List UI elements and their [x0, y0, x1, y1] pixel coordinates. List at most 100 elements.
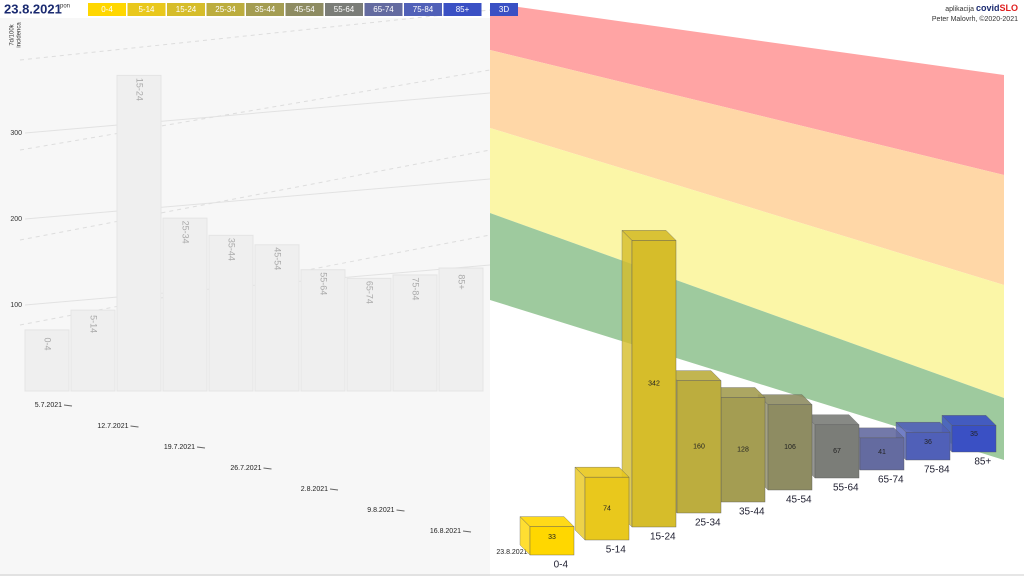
- max-bar: [24, 329, 70, 392]
- value-label: 67: [833, 448, 841, 455]
- value-label: 41: [878, 449, 886, 456]
- max-bar-label: 45-54: [273, 247, 283, 270]
- max-bar-label: 15-24: [135, 78, 145, 101]
- value-label: 160: [693, 444, 705, 451]
- value-label: 128: [737, 447, 749, 454]
- y-label: 7d/100k: [10, 23, 16, 45]
- credit-prefix: aplikacija: [945, 6, 974, 13]
- max-bar-label: 75-84: [411, 277, 421, 300]
- brand-a: covid: [976, 3, 1000, 13]
- age-button[interactable]: [206, 3, 245, 16]
- category-label: 5-14: [606, 545, 626, 556]
- band-red: [490, 3, 1004, 175]
- max-bar: [70, 309, 116, 392]
- max-bar: [116, 74, 162, 392]
- bar: [676, 380, 722, 514]
- date-tick: [462, 530, 472, 533]
- category-label: 55-64: [833, 483, 859, 494]
- category-label: 25-34: [695, 518, 721, 529]
- age-button-label[interactable]: 45-54: [294, 5, 315, 14]
- max-bar: [162, 217, 208, 392]
- value-label: 36: [924, 439, 932, 446]
- category-label: 15-24: [650, 532, 676, 543]
- band-yellow: [490, 128, 1004, 398]
- dashed-guides: [19, 9, 491, 326]
- y-tick-label: 200: [10, 216, 22, 223]
- view-button[interactable]: [490, 3, 518, 16]
- guide: [19, 9, 491, 61]
- age-button-label[interactable]: 55-64: [334, 5, 355, 14]
- max-bar: [254, 244, 300, 392]
- bar: [859, 437, 905, 471]
- bar: [951, 425, 997, 453]
- date-label: 12.7.2021: [97, 423, 128, 430]
- date-tick: [329, 488, 339, 491]
- max-bar: [208, 234, 254, 392]
- age-button[interactable]: [167, 3, 205, 16]
- band-green: [490, 213, 1004, 460]
- date-label: 9.8.2021: [367, 507, 394, 514]
- age-button-label[interactable]: 5-14: [138, 5, 155, 14]
- bar: [720, 397, 766, 503]
- value-label: 33: [548, 534, 556, 541]
- max-bar-label: 65-74: [365, 281, 375, 304]
- author: Peter Malovrh, ©2020-2021: [932, 15, 1018, 23]
- age-button[interactable]: [285, 3, 324, 16]
- age-button[interactable]: [443, 3, 482, 16]
- category-label: 85+: [974, 457, 991, 468]
- max-bar-label: 0-4: [43, 337, 53, 350]
- age-button-label[interactable]: 35-44: [255, 5, 276, 14]
- bar: [631, 240, 677, 528]
- date-tick: [63, 404, 73, 407]
- age-button[interactable]: [88, 3, 126, 16]
- category-label: 35-44: [739, 507, 765, 518]
- view-button-label[interactable]: 3D: [499, 5, 509, 14]
- category-label: 75-84: [924, 465, 950, 476]
- age-button-label[interactable]: 15-24: [176, 5, 197, 14]
- brand-b: SLO: [999, 3, 1018, 13]
- y-label: incidenca: [17, 22, 23, 48]
- band-orange: [490, 50, 1004, 285]
- max-bar-label: 25-34: [181, 221, 191, 244]
- age-button[interactable]: [364, 3, 403, 16]
- max-bar-label: 85+: [457, 274, 467, 289]
- category-label: 45-54: [786, 495, 812, 506]
- bar: [767, 404, 813, 491]
- date-label: 26.7.2021: [230, 465, 261, 472]
- age-button-label[interactable]: 75-84: [413, 5, 434, 14]
- age-buttons: 0-4 5-14 15-24 25-34 35-44 45-54 55-64 65-74 75-…: [88, 3, 482, 16]
- max-bar: [300, 269, 346, 392]
- date-tick: [196, 446, 206, 449]
- date-label: 16.8.2021: [430, 528, 461, 535]
- age-button[interactable]: [325, 3, 363, 16]
- threshold-bands: [490, 3, 1004, 460]
- grid-line: [24, 92, 491, 134]
- bar: [905, 432, 951, 461]
- age-button-label[interactable]: 0-4: [101, 5, 113, 14]
- max-bar-label: 35-44: [227, 238, 237, 261]
- value-label: 35: [970, 431, 978, 438]
- weekday: pon: [60, 4, 70, 10]
- bar: [814, 424, 860, 479]
- grid-line: [24, 178, 491, 220]
- max-bar-label: 5-14: [89, 315, 99, 333]
- age-button-label[interactable]: 65-74: [373, 5, 394, 14]
- y-tick-label: 300: [10, 130, 22, 137]
- age-button[interactable]: [404, 3, 442, 16]
- age-button-label[interactable]: 85+: [456, 5, 470, 14]
- bar: [584, 476, 630, 541]
- value-label: 342: [648, 381, 660, 388]
- date-tick: [130, 425, 139, 428]
- credit: aplikacija covidSLO: [945, 3, 1018, 13]
- date: 23.8.2021: [4, 1, 62, 16]
- max-bar: [392, 274, 438, 392]
- value-label: 106: [784, 444, 796, 451]
- y-tick-label: 100: [10, 302, 22, 309]
- category-label: 0-4: [554, 560, 569, 571]
- age-button[interactable]: [127, 3, 166, 16]
- age-button[interactable]: [246, 3, 284, 16]
- date-label: 5.7.2021: [35, 402, 62, 409]
- max-bar: [438, 267, 484, 392]
- date-label: 23.8.2021: [496, 549, 527, 556]
- age-button-label[interactable]: 25-34: [215, 5, 236, 14]
